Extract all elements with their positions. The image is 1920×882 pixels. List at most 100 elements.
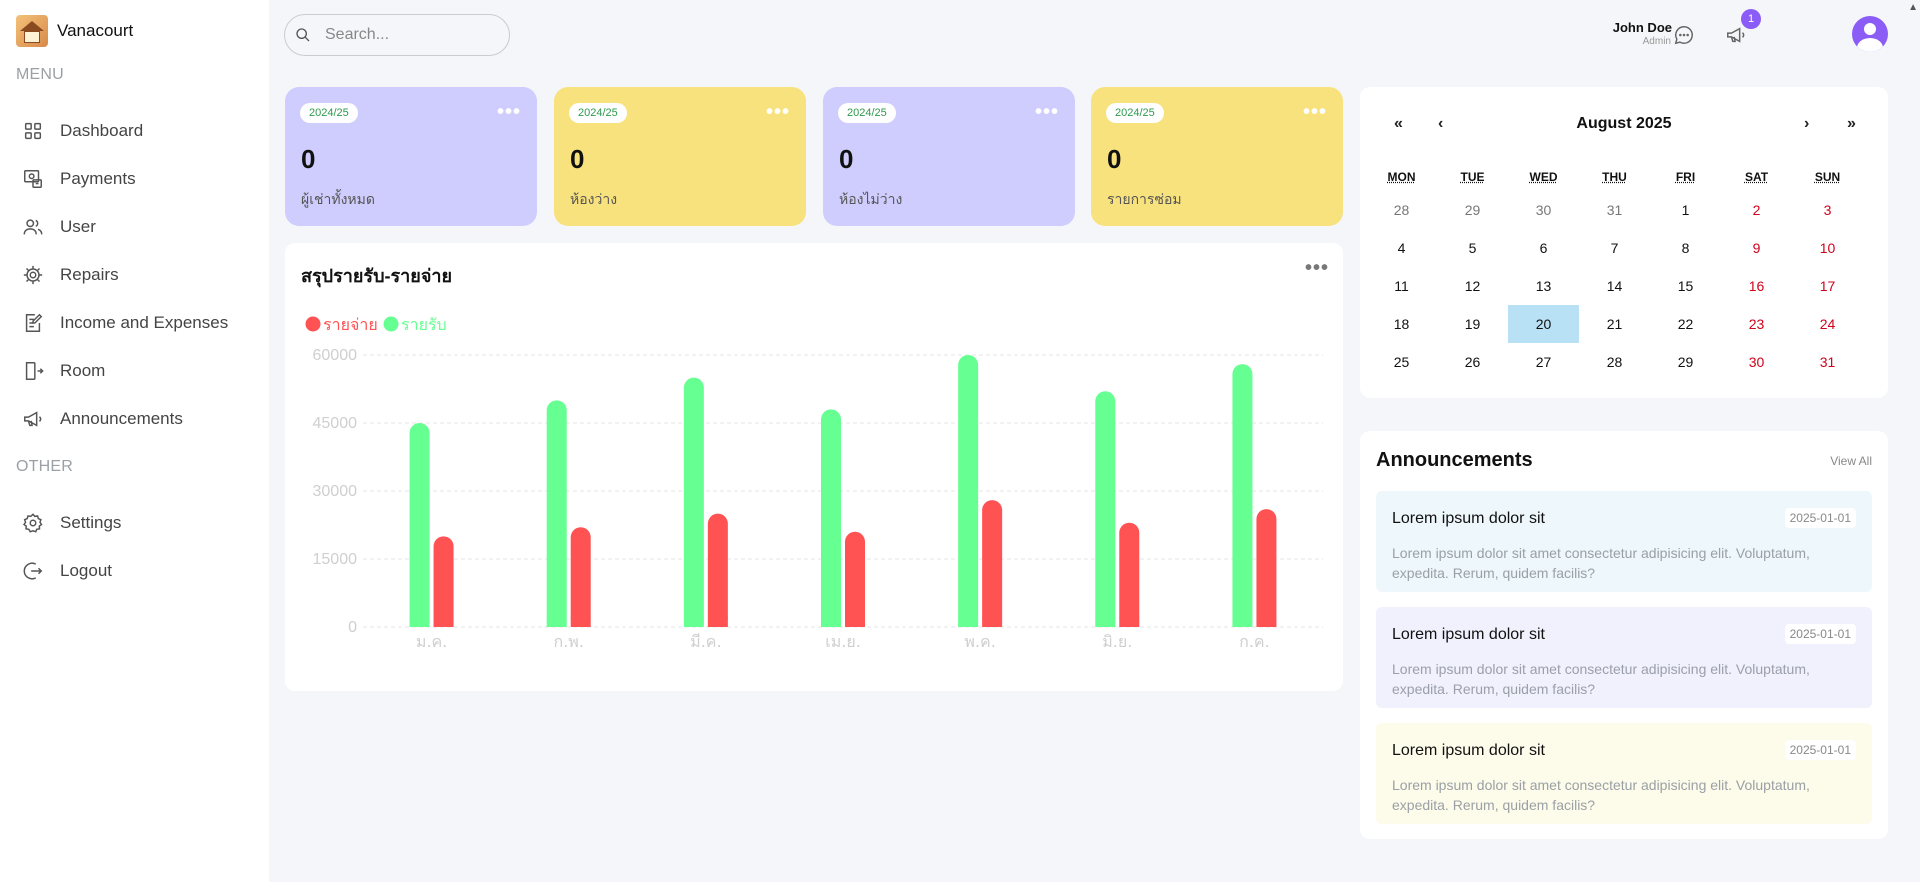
bar-base [570,617,591,627]
legend-label: รายรับ [401,315,447,334]
calendar-day[interactable]: 5 [1468,240,1477,256]
calendar-day[interactable]: 7 [1610,240,1619,256]
megaphone-icon [24,411,42,427]
calendar-day[interactable]: 6 [1539,240,1548,256]
y-tick-label: 0 [348,619,357,636]
more-options-icon[interactable]: ••• [496,101,521,123]
calendar-next-year-button[interactable]: » [1847,115,1856,132]
more-options-icon[interactable]: ••• [1034,101,1059,123]
bar-base [958,617,979,627]
announcement-item[interactable]: Lorem ipsum dolor sit 2025-01-01 Lorem i… [1376,607,1872,708]
search-input[interactable] [325,26,495,44]
calendar-day[interactable]: 21 [1606,316,1623,332]
brand[interactable]: Vanacourt [16,15,133,47]
y-tick-label: 30000 [313,483,358,500]
calendar-day[interactable]: 24 [1819,316,1836,332]
calendar-day[interactable]: 9 [1752,240,1761,256]
calendar-day[interactable]: 3 [1823,202,1832,218]
sidebar-item-settings[interactable]: Settings [22,509,121,537]
bar-expense [707,513,728,627]
sidebar-item-announcements[interactable]: Announcements [22,405,183,433]
calendar-day[interactable]: 12 [1464,278,1481,294]
calendar-day[interactable]: 27 [1535,354,1552,370]
calendar-day[interactable]: 30 [1535,202,1552,218]
stat-value: 0 [301,144,316,174]
y-tick-label: 60000 [313,347,358,364]
y-tick-label: 45000 [313,415,358,432]
more-options-icon[interactable]: ••• [1302,101,1327,123]
bar-base [546,617,567,627]
brand-name: Vanacourt [57,21,134,40]
messages-button[interactable] [1670,21,1698,49]
sidebar-item-room[interactable]: Room [22,357,105,385]
announcement-item[interactable]: Lorem ipsum dolor sit 2025-01-01 Lorem i… [1376,491,1872,592]
calendar-day[interactable]: 15 [1677,278,1694,294]
x-tick-label: ม.ค. [416,632,447,651]
stat-value: 0 [839,144,854,174]
calendar-prev-month-button[interactable]: ‹ [1438,115,1444,132]
calendar-day[interactable]: 17 [1819,278,1836,294]
sidebar-item-dashboard[interactable]: Dashboard [22,117,143,145]
calendar-day[interactable]: 29 [1464,202,1481,218]
x-tick-label: ก.ค. [1239,632,1270,651]
bar-income [546,400,567,627]
calendar-day[interactable]: 14 [1606,278,1623,294]
calendar-day[interactable]: 1 [1681,202,1690,218]
sidebar-item-label: Dashboard [60,121,144,140]
calendar-month-title: August 2025 [1576,115,1672,132]
calendar-day[interactable]: 31 [1606,202,1623,218]
calendar-day[interactable]: 16 [1748,278,1765,294]
sidebar-item-user[interactable]: User [22,213,96,241]
view-all-link[interactable]: View All [1830,454,1872,468]
bar-income [683,377,704,627]
bar-expense [982,500,1003,627]
sidebar-item-payments[interactable]: Payments [22,165,136,193]
bar-base [1095,617,1116,627]
calendar-day[interactable]: 31 [1819,354,1836,370]
announcements-panel: Announcements View All Lorem ipsum dolor… [1360,431,1888,839]
more-options-icon[interactable]: ••• [765,101,790,123]
calendar-day[interactable]: 2 [1752,202,1761,218]
calendar-day[interactable]: 11 [1394,278,1409,294]
calendar-day[interactable]: 25 [1393,354,1410,370]
scroll-up-arrow-icon[interactable]: ▲ [1908,2,1918,13]
calendar-day[interactable]: 19 [1464,316,1481,332]
calendar-day[interactable]: 10 [1819,240,1836,256]
sidebar-item-income-expenses[interactable]: Income and Expenses [22,309,228,337]
announcement-title: Lorem ipsum dolor sit [1392,510,1545,527]
door-exit-icon [25,362,44,380]
legend-marker [383,316,399,332]
sidebar: Vanacourt MENU Dashboard Payments User R… [0,0,269,882]
calendar-day[interactable]: 20 [1508,305,1579,343]
chart-more-options-icon[interactable]: ••• [1304,257,1329,279]
calendar-day[interactable]: 30 [1748,354,1765,370]
calendar-next-month-button[interactable]: › [1804,115,1810,132]
notifications-button[interactable] [1722,21,1750,49]
calendar-day[interactable]: 4 [1397,240,1406,256]
announcement-body: Lorem ipsum dolor sit amet consectetur a… [1392,777,1810,813]
logout-icon [23,562,43,580]
sidebar-item-logout[interactable]: Logout [22,557,112,585]
sidebar-item-repairs[interactable]: Repairs [22,261,119,289]
calendar-day[interactable]: 13 [1535,278,1552,294]
bar-base [1119,617,1140,627]
payments-icon [24,170,42,188]
calendar-day[interactable]: 22 [1677,316,1694,332]
calendar-day[interactable]: 29 [1677,354,1694,370]
bar-expense [570,527,591,627]
calendar-day[interactable]: 23 [1748,316,1765,332]
announcement-item[interactable]: Lorem ipsum dolor sit 2025-01-01 Lorem i… [1376,723,1872,824]
bar-income [409,423,430,627]
calendar-prev-year-button[interactable]: « [1394,115,1403,132]
calendar-day[interactable]: 28 [1606,354,1623,370]
bar-base [409,617,430,627]
calendar-day[interactable]: 26 [1464,354,1481,370]
users-icon [23,219,43,235]
income-expense-chart: 0 15000 30000 45000 60000 ม.ค. ก.พ. มี.ค. เม.ย. พ… [305,315,1323,651]
calendar-day[interactable]: 18 [1393,316,1410,332]
announcement-body: Lorem ipsum dolor sit amet consectetur a… [1392,545,1810,581]
calendar-day[interactable]: 28 [1393,202,1410,218]
avatar[interactable] [1852,16,1888,52]
calendar-day[interactable]: 8 [1681,240,1690,256]
megaphone-icon [1727,27,1745,43]
